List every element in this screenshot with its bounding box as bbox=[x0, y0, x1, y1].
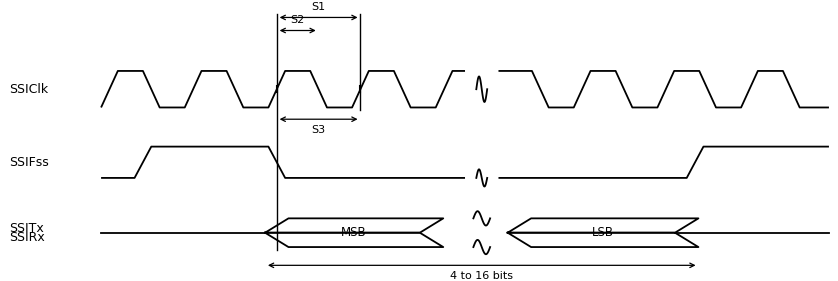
Text: SSITx: SSITx bbox=[9, 222, 44, 235]
Text: SSIClk: SSIClk bbox=[9, 83, 49, 96]
Text: MSB: MSB bbox=[341, 226, 367, 239]
Text: S1: S1 bbox=[312, 2, 326, 12]
Text: 4 to 16 bits: 4 to 16 bits bbox=[450, 271, 513, 281]
Text: S3: S3 bbox=[312, 125, 326, 135]
Text: LSB: LSB bbox=[592, 226, 614, 239]
Text: SSIFss: SSIFss bbox=[9, 156, 49, 169]
Text: S2: S2 bbox=[291, 15, 305, 25]
Text: SSIRx: SSIRx bbox=[9, 230, 44, 244]
